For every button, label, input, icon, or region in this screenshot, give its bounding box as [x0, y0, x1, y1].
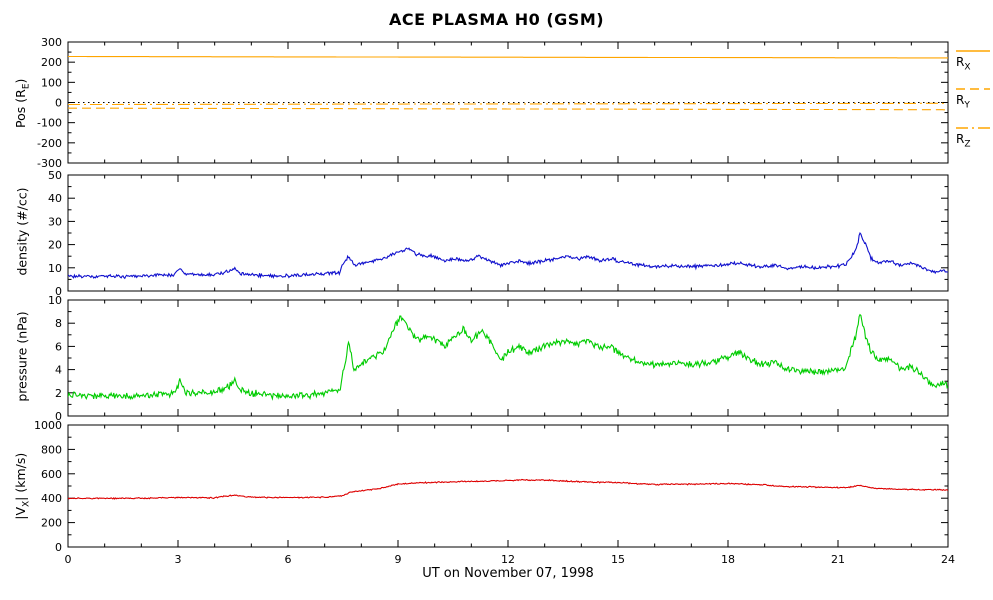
svg-text:8: 8	[55, 317, 62, 330]
svg-text:30: 30	[48, 215, 62, 228]
chart-title: ACE PLASMA H0 (GSM)	[388, 10, 605, 29]
svg-text:400: 400	[41, 492, 62, 505]
svg-text:10: 10	[48, 262, 62, 275]
ry-line-sample-icon	[956, 88, 990, 91]
svg-text:300: 300	[41, 36, 62, 49]
svg-text:24: 24	[941, 553, 955, 566]
svg-text:40: 40	[48, 192, 62, 205]
svg-text:100: 100	[41, 76, 62, 89]
svg-text:6: 6	[55, 340, 62, 353]
svg-text:20: 20	[48, 239, 62, 252]
svg-text:-200: -200	[37, 137, 62, 150]
legend-item-rx: RX	[956, 48, 992, 72]
svg-text:-300: -300	[37, 157, 62, 170]
svg-text:0: 0	[55, 541, 62, 554]
rz-line-sample-icon	[956, 127, 990, 129]
position-legend: RX RY RZ	[956, 48, 992, 163]
svg-text:200: 200	[41, 517, 62, 530]
legend-label-rx: RX	[956, 55, 971, 73]
svg-text:18: 18	[721, 553, 735, 566]
legend-label-ry: RY	[956, 93, 970, 111]
svg-text:0: 0	[55, 285, 62, 298]
svg-text:4: 4	[55, 364, 62, 377]
svg-text:0: 0	[65, 553, 72, 566]
rx-line-sample-icon	[956, 50, 990, 52]
svg-text:3: 3	[175, 553, 182, 566]
svg-text:200: 200	[41, 56, 62, 69]
legend-item-ry: RY	[956, 86, 992, 111]
svg-text:1000: 1000	[34, 419, 62, 432]
svg-text:6: 6	[285, 553, 292, 566]
legend-label-rz: RZ	[956, 131, 971, 150]
svg-text:0: 0	[55, 97, 62, 110]
svg-text:10: 10	[48, 294, 62, 307]
svg-text:0: 0	[55, 410, 62, 423]
svg-text:600: 600	[41, 468, 62, 481]
svg-text:15: 15	[611, 553, 625, 566]
svg-text:9: 9	[395, 553, 402, 566]
svg-text:21: 21	[831, 553, 845, 566]
svg-text:800: 800	[41, 443, 62, 456]
svg-text:-100: -100	[37, 117, 62, 130]
legend-item-rz: RZ	[956, 125, 992, 149]
svg-text:12: 12	[501, 553, 515, 566]
x-axis-title: UT on November 07, 1998	[422, 566, 594, 581]
svg-text:2: 2	[55, 387, 62, 400]
svg-text:50: 50	[48, 169, 62, 182]
